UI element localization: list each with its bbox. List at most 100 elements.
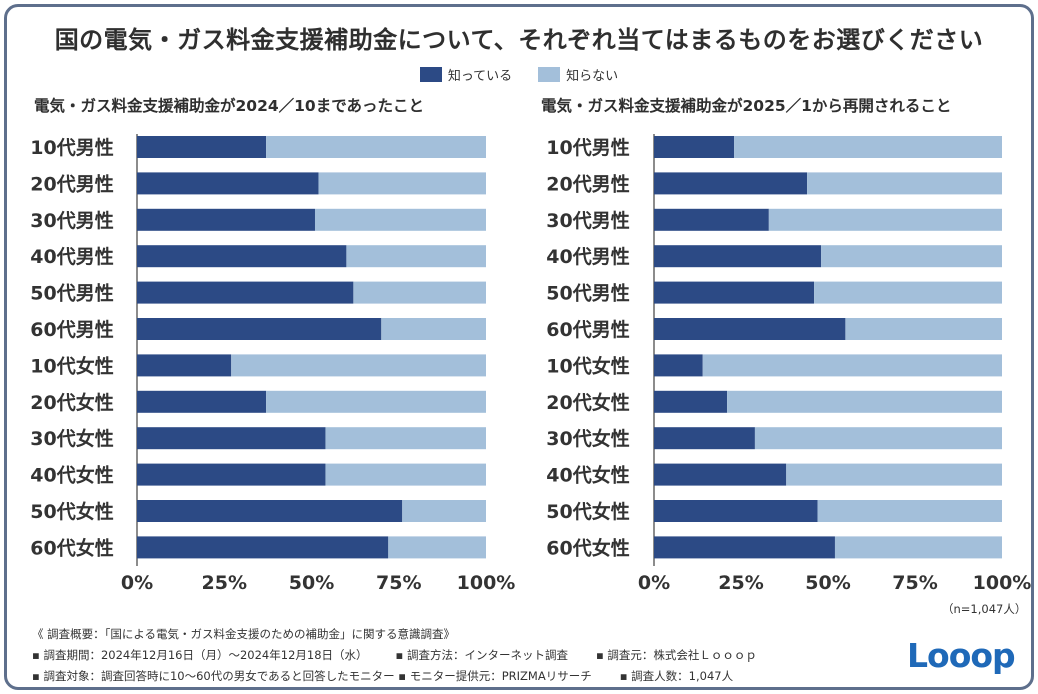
chart-1-category-label-8: 20代女性: [30, 391, 113, 414]
chart-1-bar-unknown-12: [388, 536, 486, 559]
chart-1-bar-unknown-1: [266, 136, 486, 158]
chart-1-bar-unknown-4: [346, 245, 486, 268]
chart-1-tick-1: 0%: [121, 572, 153, 594]
chart-1-tick-3: 50%: [289, 572, 334, 594]
chart-2-bar-known-3: [654, 208, 769, 231]
legend-item-known: 知っている: [419, 65, 512, 84]
chart-1-category-label-9: 30代女性: [30, 427, 113, 450]
chart-2-category-label-10: 40代女性: [546, 464, 629, 487]
chart-2-category-label-6: 60代男性: [546, 318, 629, 341]
chart-1-title: 電気・ガス料金支援補助金が2024／10まであったこと: [34, 96, 424, 115]
chart-2-tick-1: 0%: [638, 572, 670, 594]
chart-2-bar-unknown-7: [702, 354, 1002, 377]
chart-2-bar-unknown-3: [768, 208, 1002, 231]
notes-overview: 《 調査概要：「国による電気・ガス料金支援のための補助金」に関する意識調査》: [32, 627, 456, 641]
sample-size: （n=1,047人）: [942, 602, 1027, 616]
chart-1-bar-known-8: [137, 390, 267, 413]
chart-2-bar-known-4: [654, 245, 822, 268]
chart-1-tick-5: 100%: [457, 572, 516, 594]
chart-1-bar-unknown-9: [325, 427, 486, 450]
legend-swatch-unknown: [538, 67, 561, 82]
chart-2-category-label-12: 60代女性: [546, 536, 629, 559]
chart-2-category-label-11: 50代女性: [546, 500, 629, 523]
chart-2-bar-unknown-10: [786, 463, 1002, 486]
chart-1-category-label-5: 50代男性: [30, 282, 113, 305]
notes-period: ▪ 調査期間：2024年12月16日（月）〜2024年12月18日（水）: [32, 648, 368, 662]
chart-1-bar-unknown-10: [325, 463, 486, 486]
chart-2-category-label-5: 50代男性: [546, 282, 629, 305]
chart-1-category-label-3: 30代男性: [30, 209, 113, 232]
chart-2-title: 電気・ガス料金支援補助金が2025／1から再開されること: [541, 96, 951, 115]
chart-2-bar-unknown-11: [817, 500, 1002, 522]
chart-1-category-label-4: 40代男性: [30, 245, 113, 268]
chart-1-category-label-2: 20代男性: [30, 172, 113, 195]
chart-2-bar-unknown-9: [754, 427, 1002, 450]
chart-2-bar-unknown-1: [734, 136, 1002, 158]
legend-label-unknown: 知らない: [566, 69, 619, 84]
chart-1-bar-known-6: [137, 318, 382, 340]
chart-1-category-label-11: 50代女性: [30, 500, 113, 523]
chart-2-tick-3: 50%: [805, 572, 850, 594]
chart-1-bar-known-9: [137, 427, 326, 450]
chart-1-category-label-12: 60代女性: [30, 536, 113, 559]
chart-2-category-label-3: 30代男性: [546, 209, 629, 232]
chart-2-bar-unknown-4: [821, 245, 1002, 268]
chart-2-bar-known-7: [654, 354, 703, 377]
chart-1-bar-known-5: [137, 281, 354, 304]
chart-1-bar-known-11: [137, 500, 403, 522]
chart-2-tick-5: 100%: [973, 572, 1032, 594]
survey-notes: 《 調査概要：「国による電気・ガス料金支援のための補助金」に関する意識調査》 ▪…: [32, 624, 757, 687]
chart-2-tick-4: 75%: [892, 572, 937, 594]
chart-2-bar-known-10: [654, 463, 787, 486]
chart-2-category-label-1: 10代男性: [546, 136, 629, 159]
chart-title: 国の電気・ガス料金支援補助金について、それぞれ当てはまるものをお選びください: [54, 26, 984, 54]
chart-1-category-label-7: 10代女性: [30, 354, 113, 377]
chart-2-bar-known-8: [654, 390, 728, 413]
chart-2-bar-known-9: [654, 427, 755, 450]
legend: 知っている 知らない: [0, 65, 1038, 84]
chart-2-bar-unknown-5: [814, 281, 1002, 304]
chart-2-bar-unknown-8: [727, 390, 1002, 413]
chart-1-bar-unknown-3: [314, 208, 486, 231]
chart-2-category-label-2: 20代男性: [546, 172, 629, 195]
chart-1-category-label-10: 40代女性: [30, 464, 113, 487]
chart-1-bar-known-3: [137, 208, 315, 231]
chart-2-category-label-4: 40代男性: [546, 245, 629, 268]
chart-1-tick-2: 25%: [202, 572, 247, 594]
chart-2-tick-2: 25%: [718, 572, 763, 594]
chart-2-bar-unknown-12: [834, 536, 1002, 559]
chart-1-bar-unknown-2: [318, 172, 486, 195]
chart-1-category-label-6: 60代男性: [30, 318, 113, 341]
card-frame: [4, 4, 1034, 690]
chart-1-bar-unknown-6: [381, 318, 486, 340]
chart-1-bar-known-12: [137, 536, 389, 559]
chart-2-category-label-9: 30代女性: [546, 427, 629, 450]
chart-2-bar-known-5: [654, 281, 815, 304]
chart-2-bar-known-6: [654, 318, 846, 340]
notes-source: ▪ 調査元：株式会社Ｌｏｏｏｐ: [595, 648, 757, 662]
chart-2-category-label-8: 20代女性: [546, 391, 629, 414]
chart-2-bar-known-12: [654, 536, 835, 559]
chart-1-category-label-1: 10代男性: [30, 136, 113, 159]
chart-1-bar-known-4: [137, 245, 347, 268]
chart-2-bar-known-1: [654, 136, 735, 158]
chart-2-bar-unknown-6: [845, 318, 1002, 340]
chart-2-bar-unknown-2: [807, 172, 1002, 195]
looop-logo[interactable]: Looop: [907, 636, 1016, 675]
chart-1-tick-4: 75%: [376, 572, 421, 594]
notes-target: ▪ 調査対象：調査回答時に10〜60代の男女であると回答したモニター ▪ モニタ…: [32, 669, 592, 683]
chart-2-bar-known-11: [654, 500, 818, 522]
chart-1-bar-unknown-5: [353, 281, 486, 304]
chart-1-bar-known-10: [137, 463, 326, 486]
chart-2-bar-known-2: [654, 172, 808, 195]
chart-2-category-label-7: 10代女性: [546, 354, 629, 377]
chart-1-bar-unknown-11: [402, 500, 486, 522]
notes-line-1: ▪ 調査期間：2024年12月16日（月）〜2024年12月18日（水） ▪ 調…: [32, 645, 757, 666]
chart-1-bar-known-1: [137, 136, 267, 158]
notes-line-2: ▪ 調査対象：調査回答時に10〜60代の男女であると回答したモニター ▪ モニタ…: [32, 666, 757, 687]
chart-1-bar-known-7: [137, 354, 232, 377]
chart-1-bar-known-2: [137, 172, 319, 195]
legend-swatch-known: [419, 67, 442, 82]
legend-item-unknown: 知らない: [538, 65, 618, 84]
